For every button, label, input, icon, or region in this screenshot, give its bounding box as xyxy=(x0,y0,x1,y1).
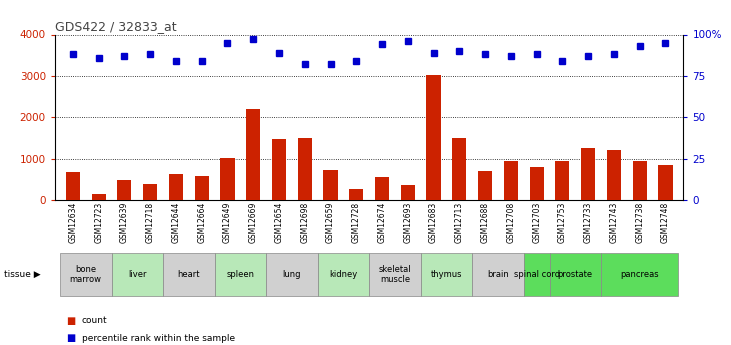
Text: brain: brain xyxy=(487,270,509,279)
Bar xyxy=(215,253,266,296)
Bar xyxy=(472,253,523,296)
Bar xyxy=(375,177,389,200)
Bar xyxy=(607,150,621,200)
Bar xyxy=(401,185,415,200)
Text: percentile rank within the sample: percentile rank within the sample xyxy=(82,334,235,343)
Bar xyxy=(194,176,209,200)
Text: heart: heart xyxy=(178,270,200,279)
Bar xyxy=(523,253,550,296)
Text: GDS422 / 32833_at: GDS422 / 32833_at xyxy=(55,20,176,33)
Bar xyxy=(659,165,673,200)
Bar xyxy=(117,180,132,200)
Bar xyxy=(91,194,106,200)
Bar xyxy=(323,170,338,200)
Text: ■: ■ xyxy=(66,316,75,326)
Text: count: count xyxy=(82,316,107,325)
Bar xyxy=(426,75,441,200)
Bar xyxy=(143,184,157,200)
Text: pancreas: pancreas xyxy=(621,270,659,279)
Bar xyxy=(632,161,647,200)
Bar xyxy=(318,253,369,296)
Bar xyxy=(420,253,472,296)
Bar xyxy=(112,253,163,296)
Text: tissue ▶: tissue ▶ xyxy=(4,270,40,279)
Bar xyxy=(163,253,215,296)
Bar xyxy=(66,172,80,200)
Text: liver: liver xyxy=(128,270,146,279)
Bar xyxy=(220,158,235,200)
Bar xyxy=(556,161,569,200)
Text: thymus: thymus xyxy=(431,270,462,279)
Bar xyxy=(581,148,595,200)
Text: ■: ■ xyxy=(66,333,75,343)
Text: spinal cord: spinal cord xyxy=(514,270,560,279)
Bar xyxy=(169,174,183,200)
Bar xyxy=(298,138,312,200)
Bar xyxy=(601,253,678,296)
Text: lung: lung xyxy=(283,270,301,279)
Bar xyxy=(550,253,601,296)
Bar xyxy=(272,139,286,200)
Text: spleen: spleen xyxy=(227,270,254,279)
Bar xyxy=(369,253,420,296)
Bar xyxy=(266,253,318,296)
Bar xyxy=(60,253,112,296)
Bar xyxy=(529,167,544,200)
Bar xyxy=(478,171,492,200)
Text: skeletal
muscle: skeletal muscle xyxy=(379,265,412,284)
Text: prostate: prostate xyxy=(558,270,593,279)
Bar xyxy=(504,161,518,200)
Text: bone
marrow: bone marrow xyxy=(69,265,102,284)
Bar xyxy=(349,188,363,200)
Text: kidney: kidney xyxy=(329,270,357,279)
Bar xyxy=(452,138,466,200)
Bar xyxy=(246,109,260,200)
